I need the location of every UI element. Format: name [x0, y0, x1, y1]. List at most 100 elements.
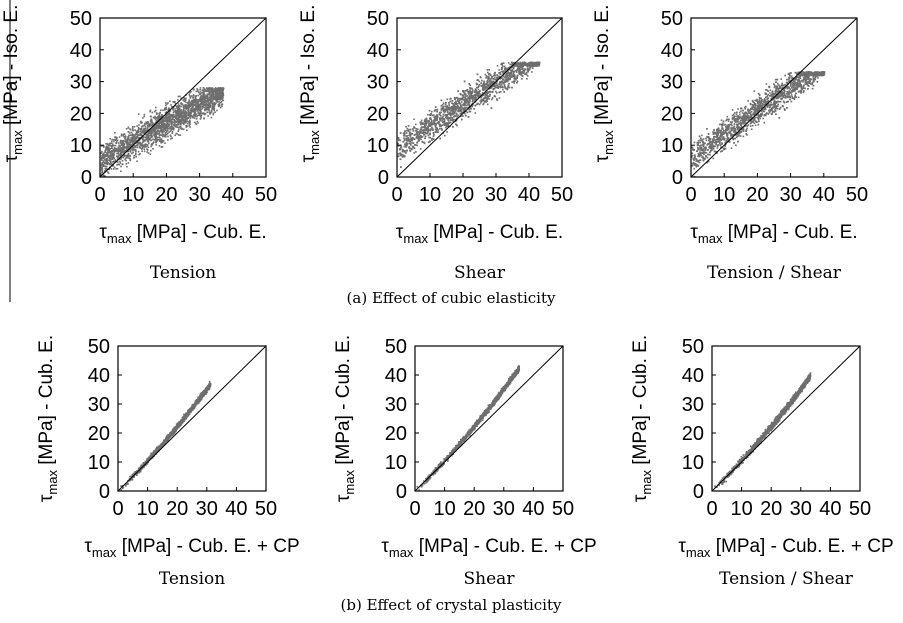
scatter-point: [399, 152, 401, 154]
scatter-point: [154, 128, 157, 131]
scatter-point: [212, 104, 214, 106]
scatter-point: [132, 126, 134, 128]
scatter-point: [203, 106, 205, 109]
scatter-point: [159, 111, 162, 114]
scatter-point: [198, 99, 201, 101]
scatter-point: [171, 128, 174, 130]
scatter-point: [101, 163, 104, 165]
scatter-point: [197, 89, 199, 91]
scatter-point: [105, 153, 108, 156]
scatter-point: [163, 119, 166, 122]
scatter-point: [420, 128, 423, 131]
scatter-point: [499, 85, 501, 87]
scatter-point: [521, 68, 523, 71]
scatter-point: [159, 138, 162, 141]
scatter-point: [180, 120, 182, 122]
scatter-point: [428, 109, 431, 112]
scatter-point: [180, 105, 182, 108]
scatter-point: [477, 95, 479, 98]
scatter-point: [158, 116, 161, 119]
scatter-point: [143, 148, 146, 150]
scatter-point: [474, 95, 476, 98]
scatter-point: [107, 145, 110, 147]
scatter-point: [537, 61, 540, 64]
scatter-point: [474, 91, 476, 94]
scatter-point: [109, 161, 112, 163]
scatter-point: [405, 132, 408, 134]
scatter-point: [146, 145, 148, 147]
scatter-point: [415, 123, 417, 126]
scatter-point: [121, 160, 124, 162]
scatter-point: [442, 113, 445, 116]
scatter-point: [440, 117, 443, 120]
scatter-point: [418, 136, 420, 138]
scatter-point: [220, 95, 222, 98]
scatter-point: [443, 119, 446, 121]
scatter-point: [185, 116, 187, 119]
scatter-point: [210, 100, 212, 103]
scatter-point: [455, 120, 457, 123]
scatter-point: [155, 123, 158, 126]
scatter-point: [406, 149, 408, 152]
scatter-point: [465, 114, 467, 117]
scatter-point: [471, 105, 473, 108]
scatter-point: [117, 155, 119, 157]
scatter-point: [503, 84, 506, 86]
scatter-point: [201, 97, 203, 100]
scatter-point: [425, 127, 427, 129]
scatter-point: [116, 156, 119, 159]
scatter-point: [427, 129, 429, 131]
scatter-point: [103, 145, 105, 147]
scatter-point: [486, 100, 488, 102]
scatter-point: [442, 115, 444, 118]
scatter-point: [106, 154, 109, 156]
scatter-point: [411, 133, 413, 135]
scatter-point: [432, 120, 435, 122]
scatter-point: [415, 151, 417, 153]
scatter-point: [484, 96, 486, 98]
scatter-point: [405, 135, 408, 138]
scatter-point: [216, 88, 218, 90]
scatter-point: [197, 112, 200, 115]
scatter-point: [480, 85, 483, 87]
scatter-point: [203, 88, 206, 90]
scatter-point: [221, 105, 223, 107]
scatter-point: [118, 163, 121, 166]
scatter-point: [507, 72, 510, 74]
scatter-point: [438, 121, 440, 123]
scatter-point: [475, 94, 477, 96]
scatter-point: [145, 135, 148, 138]
scatter-point: [456, 117, 458, 120]
scatter-point: [125, 159, 127, 162]
scatter-point: [441, 104, 444, 106]
scatter-point: [188, 122, 191, 124]
scatter-point: [215, 92, 217, 95]
scatter-point: [101, 161, 103, 164]
scatter-point: [478, 92, 481, 95]
scatter-point: [105, 152, 108, 154]
scatter-point: [164, 131, 167, 134]
scatter-point: [435, 115, 438, 117]
scatter-point: [426, 128, 428, 130]
scatter-point: [463, 110, 465, 112]
scatter-point: [493, 83, 495, 86]
scatter-point: [422, 131, 425, 133]
scatter-point: [150, 123, 152, 125]
scatter-point: [459, 93, 462, 95]
scatter-point: [167, 122, 169, 124]
scatter-point: [160, 138, 163, 140]
scatter-point: [203, 104, 205, 107]
scatter-point: [120, 170, 122, 172]
scatter-point: [120, 134, 123, 137]
scatter-point: [498, 72, 500, 74]
scatter-point: [495, 82, 497, 84]
scatter-point: [434, 126, 437, 128]
scatter-point: [109, 154, 111, 157]
scatter-point: [134, 145, 137, 148]
scatter-point: [183, 114, 186, 116]
scatter-point: [484, 93, 487, 95]
scatter-point: [169, 130, 171, 133]
scatter-point: [431, 114, 434, 117]
scatter-point: [165, 106, 168, 109]
